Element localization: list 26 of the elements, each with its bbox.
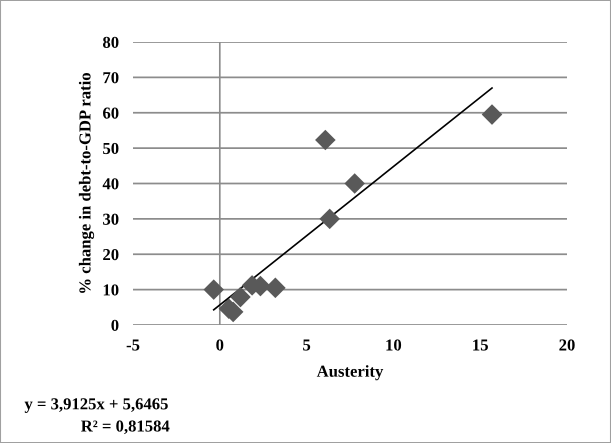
x-tick-label: 10 (386, 339, 402, 351)
point (344, 173, 365, 194)
point (203, 279, 224, 300)
x-tick-label: -5 (126, 340, 140, 351)
y-tick-label: 10 (104, 284, 118, 296)
point (265, 278, 286, 298)
text: y = 3,9125x + 5,6465 (24, 398, 168, 413)
x-tick-label: 20 (559, 339, 575, 351)
point (315, 130, 336, 150)
y-tick-label: 80 (103, 36, 118, 48)
y-tick-label: 20 (103, 248, 118, 260)
y-tick-label: 70 (103, 72, 118, 84)
y-tick-label: 30 (103, 214, 118, 225)
point (482, 104, 502, 125)
text: R² = 0,81584 (81, 420, 170, 434)
x-tick-label: 15 (473, 339, 488, 351)
point (319, 208, 340, 230)
point (230, 286, 251, 308)
y-tick-label: 40 (102, 178, 118, 190)
y-axis-title: % change in debt-to-GDP ratio (78, 73, 94, 293)
y-tick-label: 50 (103, 142, 118, 154)
x-tick-label: 0 (216, 339, 224, 351)
x-axis-title: Austerity (316, 365, 384, 380)
y-tick-label: 0 (111, 320, 118, 331)
y-tick-label: 60 (103, 107, 118, 119)
x-tick-label: 5 (303, 340, 310, 351)
